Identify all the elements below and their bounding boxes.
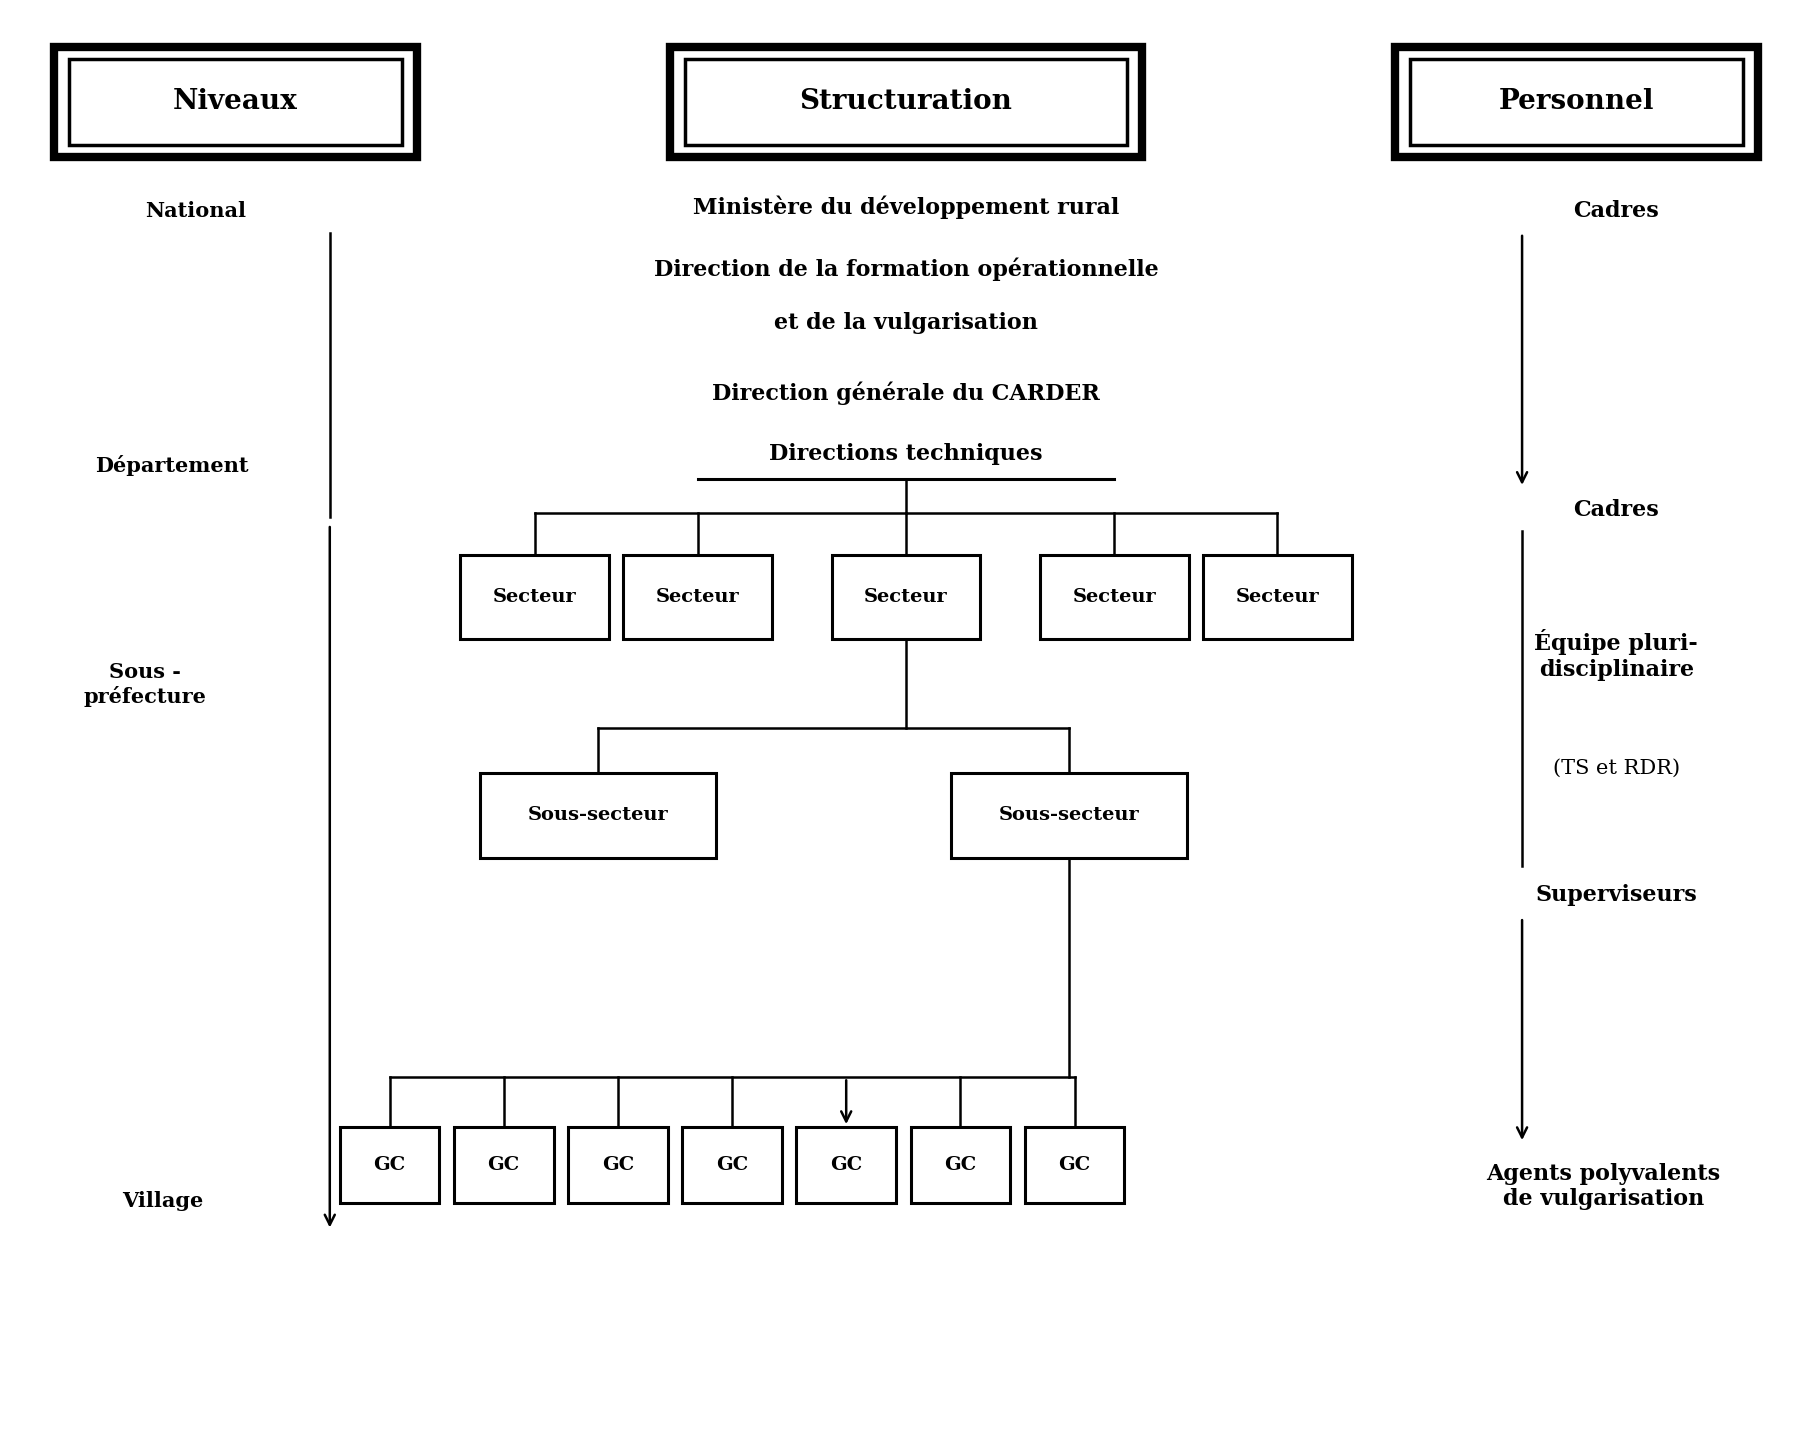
Bar [341, 1127, 439, 1203]
Text: Village: Village [123, 1191, 203, 1211]
Bar [69, 58, 402, 144]
Bar [670, 48, 1142, 156]
Text: GC: GC [487, 1156, 520, 1174]
Text: GC: GC [373, 1156, 406, 1174]
Bar [54, 48, 417, 156]
Text: Sous-secteur: Sous-secteur [527, 807, 669, 824]
Text: GC: GC [944, 1156, 977, 1174]
Text: National: National [145, 201, 246, 221]
Bar [832, 555, 980, 639]
Bar [453, 1127, 554, 1203]
Bar [685, 58, 1127, 144]
Bar [480, 773, 716, 858]
Bar [951, 773, 1187, 858]
Bar [681, 1127, 781, 1203]
Text: Sous-secteur: Sous-secteur [998, 807, 1140, 824]
Text: GC: GC [716, 1156, 748, 1174]
Text: Secteur: Secteur [1073, 588, 1156, 606]
Text: et de la vulgarisation: et de la vulgarisation [774, 312, 1038, 335]
Text: Département: Département [96, 456, 248, 476]
Text: Secteur: Secteur [864, 588, 948, 606]
Bar [1040, 555, 1189, 639]
Bar [797, 1127, 895, 1203]
Text: Ministère du développement rural: Ministère du développement rural [692, 195, 1120, 218]
Bar [1026, 1127, 1123, 1203]
Text: GC: GC [1058, 1156, 1091, 1174]
Text: Directions techniques: Directions techniques [770, 443, 1042, 466]
Bar [1410, 58, 1743, 144]
Text: Secteur: Secteur [656, 588, 739, 606]
Bar [460, 555, 609, 639]
Bar [1203, 555, 1352, 639]
Text: Secteur: Secteur [1236, 588, 1319, 606]
Text: (TS et RDR): (TS et RDR) [1553, 759, 1680, 779]
Text: Personnel: Personnel [1499, 89, 1654, 115]
Text: Superviseurs: Superviseurs [1535, 884, 1698, 907]
Text: Cadres: Cadres [1573, 199, 1660, 223]
Text: Sous -
préfecture: Sous - préfecture [83, 662, 207, 706]
Text: GC: GC [602, 1156, 634, 1174]
Text: Secteur: Secteur [493, 588, 576, 606]
Text: Agents polyvalents
de vulgarisation: Agents polyvalents de vulgarisation [1486, 1163, 1721, 1210]
Text: Direction générale du CARDER: Direction générale du CARDER [712, 381, 1100, 405]
Bar [623, 555, 772, 639]
Text: Niveaux: Niveaux [174, 89, 297, 115]
Text: Équipe pluri-
disciplinaire: Équipe pluri- disciplinaire [1535, 629, 1698, 681]
Bar [1395, 48, 1758, 156]
Bar [911, 1127, 1011, 1203]
Text: Cadres: Cadres [1573, 498, 1660, 521]
Bar [569, 1127, 667, 1203]
Text: Structuration: Structuration [799, 89, 1013, 115]
Text: GC: GC [830, 1156, 863, 1174]
Text: Direction de la formation opérationnelle: Direction de la formation opérationnelle [654, 258, 1158, 281]
